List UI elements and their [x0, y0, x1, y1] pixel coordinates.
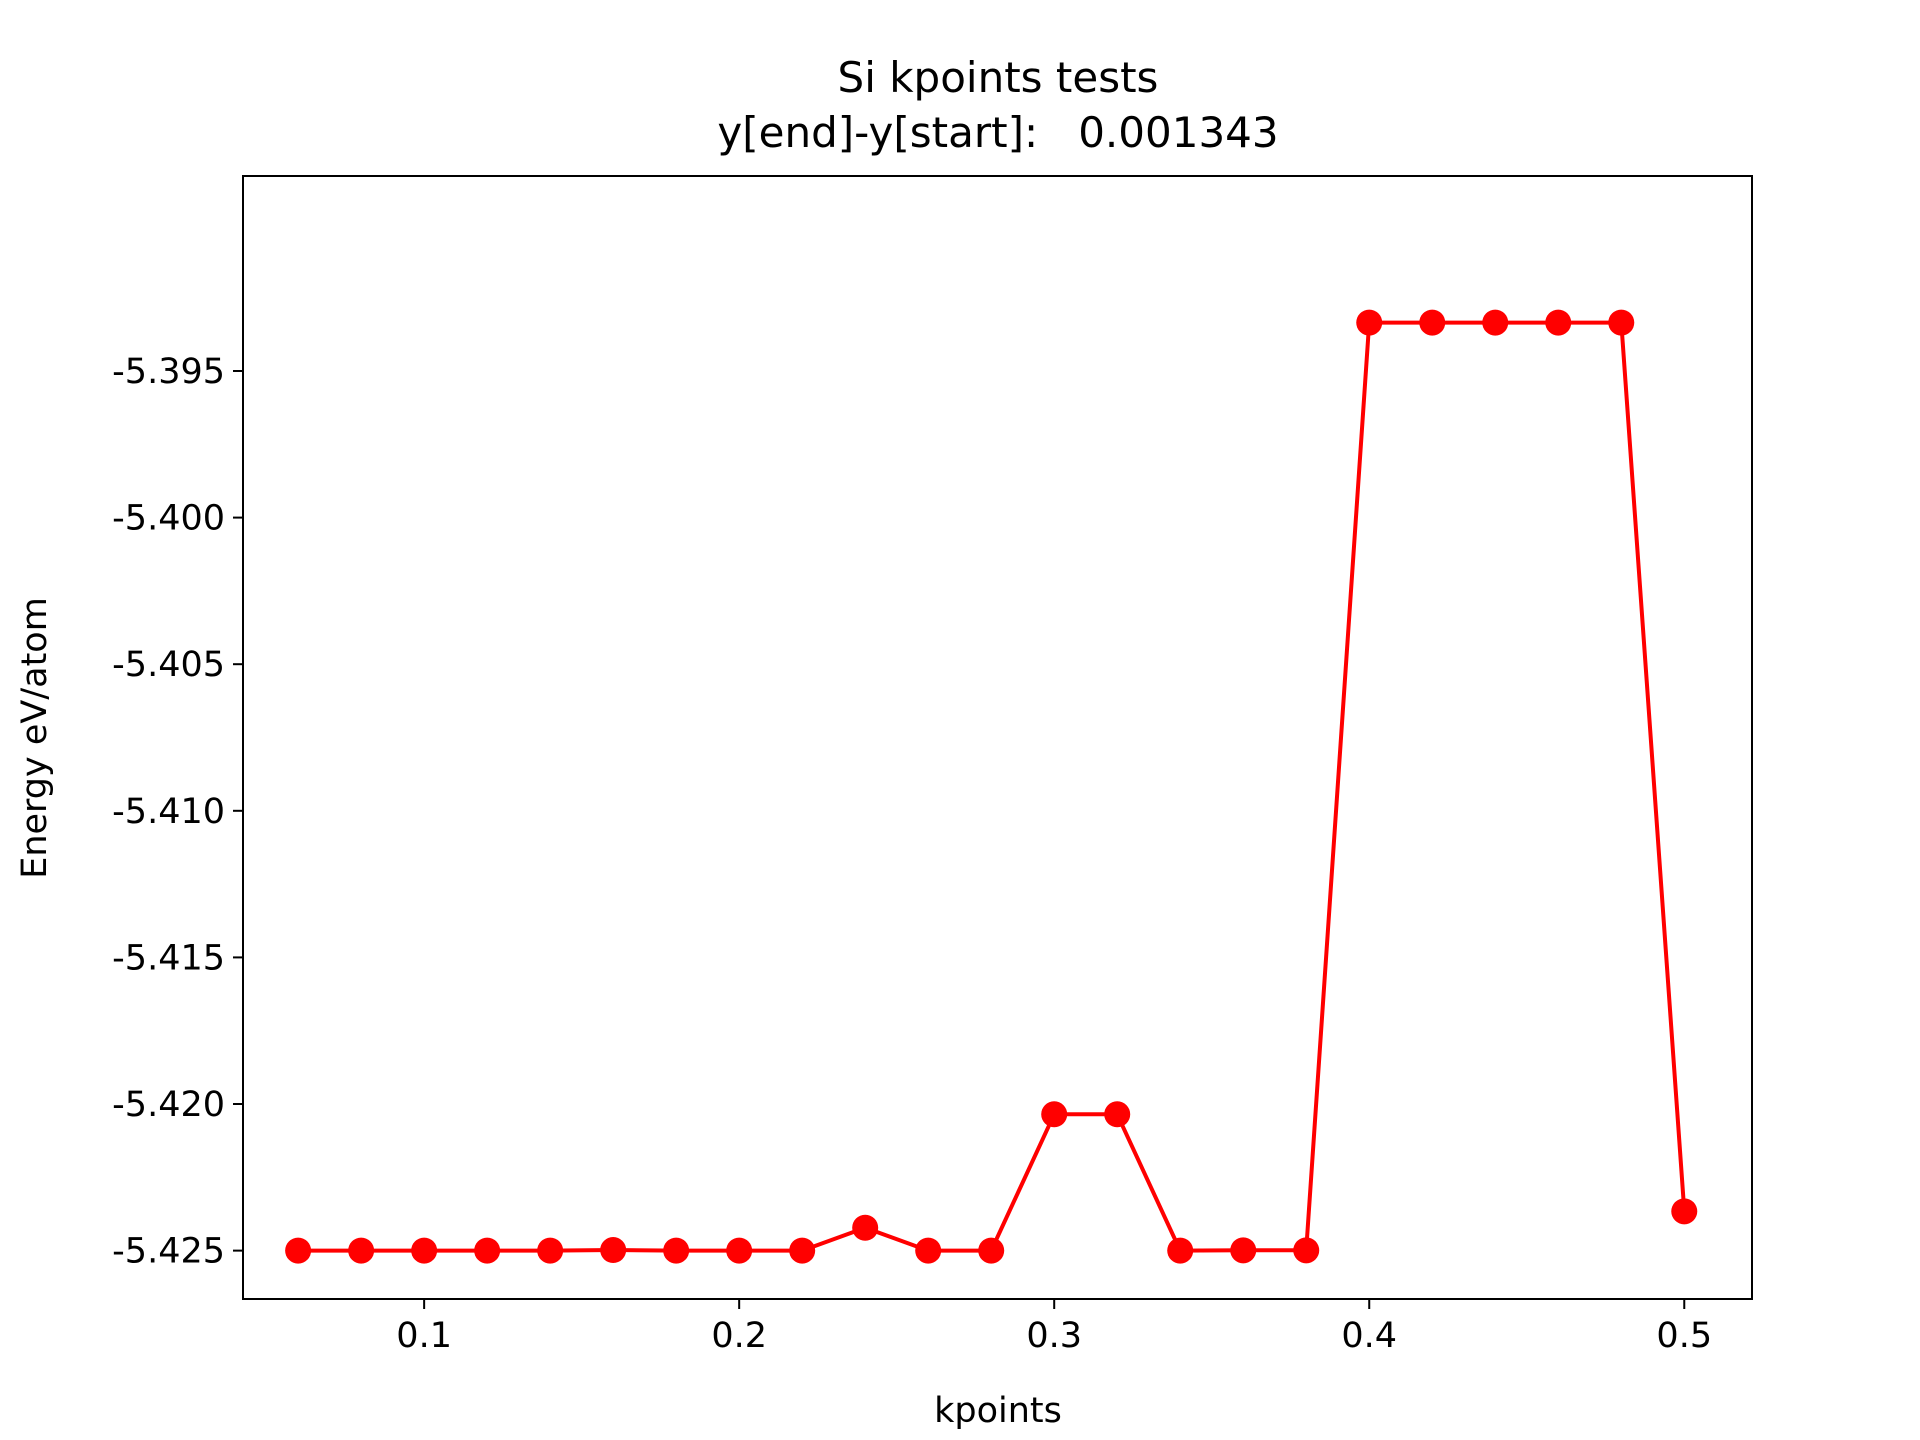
data-point: [915, 1237, 942, 1264]
data-point: [1356, 309, 1383, 336]
data-point: [411, 1237, 438, 1264]
data-point: [537, 1237, 564, 1264]
data-point: [474, 1237, 501, 1264]
x-tick-label: 0.4: [1341, 1316, 1397, 1356]
data-point: [1293, 1237, 1320, 1264]
chart-subtitle: y[end]-y[start]: 0.001343: [717, 108, 1278, 157]
data-point: [1419, 309, 1446, 336]
data-point: [852, 1214, 879, 1241]
data-point: [1545, 309, 1572, 336]
x-tick-label: 0.3: [1026, 1316, 1082, 1356]
data-point: [285, 1237, 312, 1264]
data-point: [1230, 1237, 1257, 1264]
y-axis-ticks: -5.395 -5.400 -5.405 -5.410 -5.415 -5.420 -5.4…: [112, 352, 243, 1272]
data-point: [1671, 1198, 1698, 1225]
plot-frame: [242, 175, 1753, 1300]
data-point: [1608, 309, 1635, 336]
y-tick-label: -5.405: [112, 645, 225, 685]
x-tick-label: 0.2: [711, 1316, 767, 1356]
data-point: [600, 1237, 627, 1264]
data-point: [1167, 1237, 1194, 1264]
y-tick-label: -5.395: [112, 352, 225, 392]
x-tick-label: 0.5: [1656, 1316, 1712, 1356]
y-tick-label: -5.415: [112, 938, 225, 978]
y-tick-label: -5.425: [112, 1232, 225, 1272]
data-point: [1104, 1101, 1131, 1128]
series-layer: [285, 309, 1698, 1264]
data-point: [663, 1237, 690, 1264]
x-axis-ticks: 0.1 0.2 0.3 0.4 0.5: [396, 1299, 1712, 1356]
y-tick-label: -5.400: [112, 499, 225, 539]
chart-title: Si kpoints tests: [838, 53, 1159, 102]
data-point: [726, 1237, 753, 1264]
data-point: [348, 1237, 375, 1264]
y-tick-label: -5.420: [112, 1085, 225, 1125]
y-tick-label: -5.410: [112, 792, 225, 832]
data-point: [1041, 1101, 1068, 1128]
x-axis-label: kpoints: [934, 1391, 1062, 1431]
data-point: [1482, 309, 1509, 336]
y-axis-label: Energy eV/atom: [15, 597, 55, 879]
data-point: [789, 1237, 816, 1264]
data-point: [978, 1237, 1005, 1264]
x-tick-label: 0.1: [396, 1316, 452, 1356]
